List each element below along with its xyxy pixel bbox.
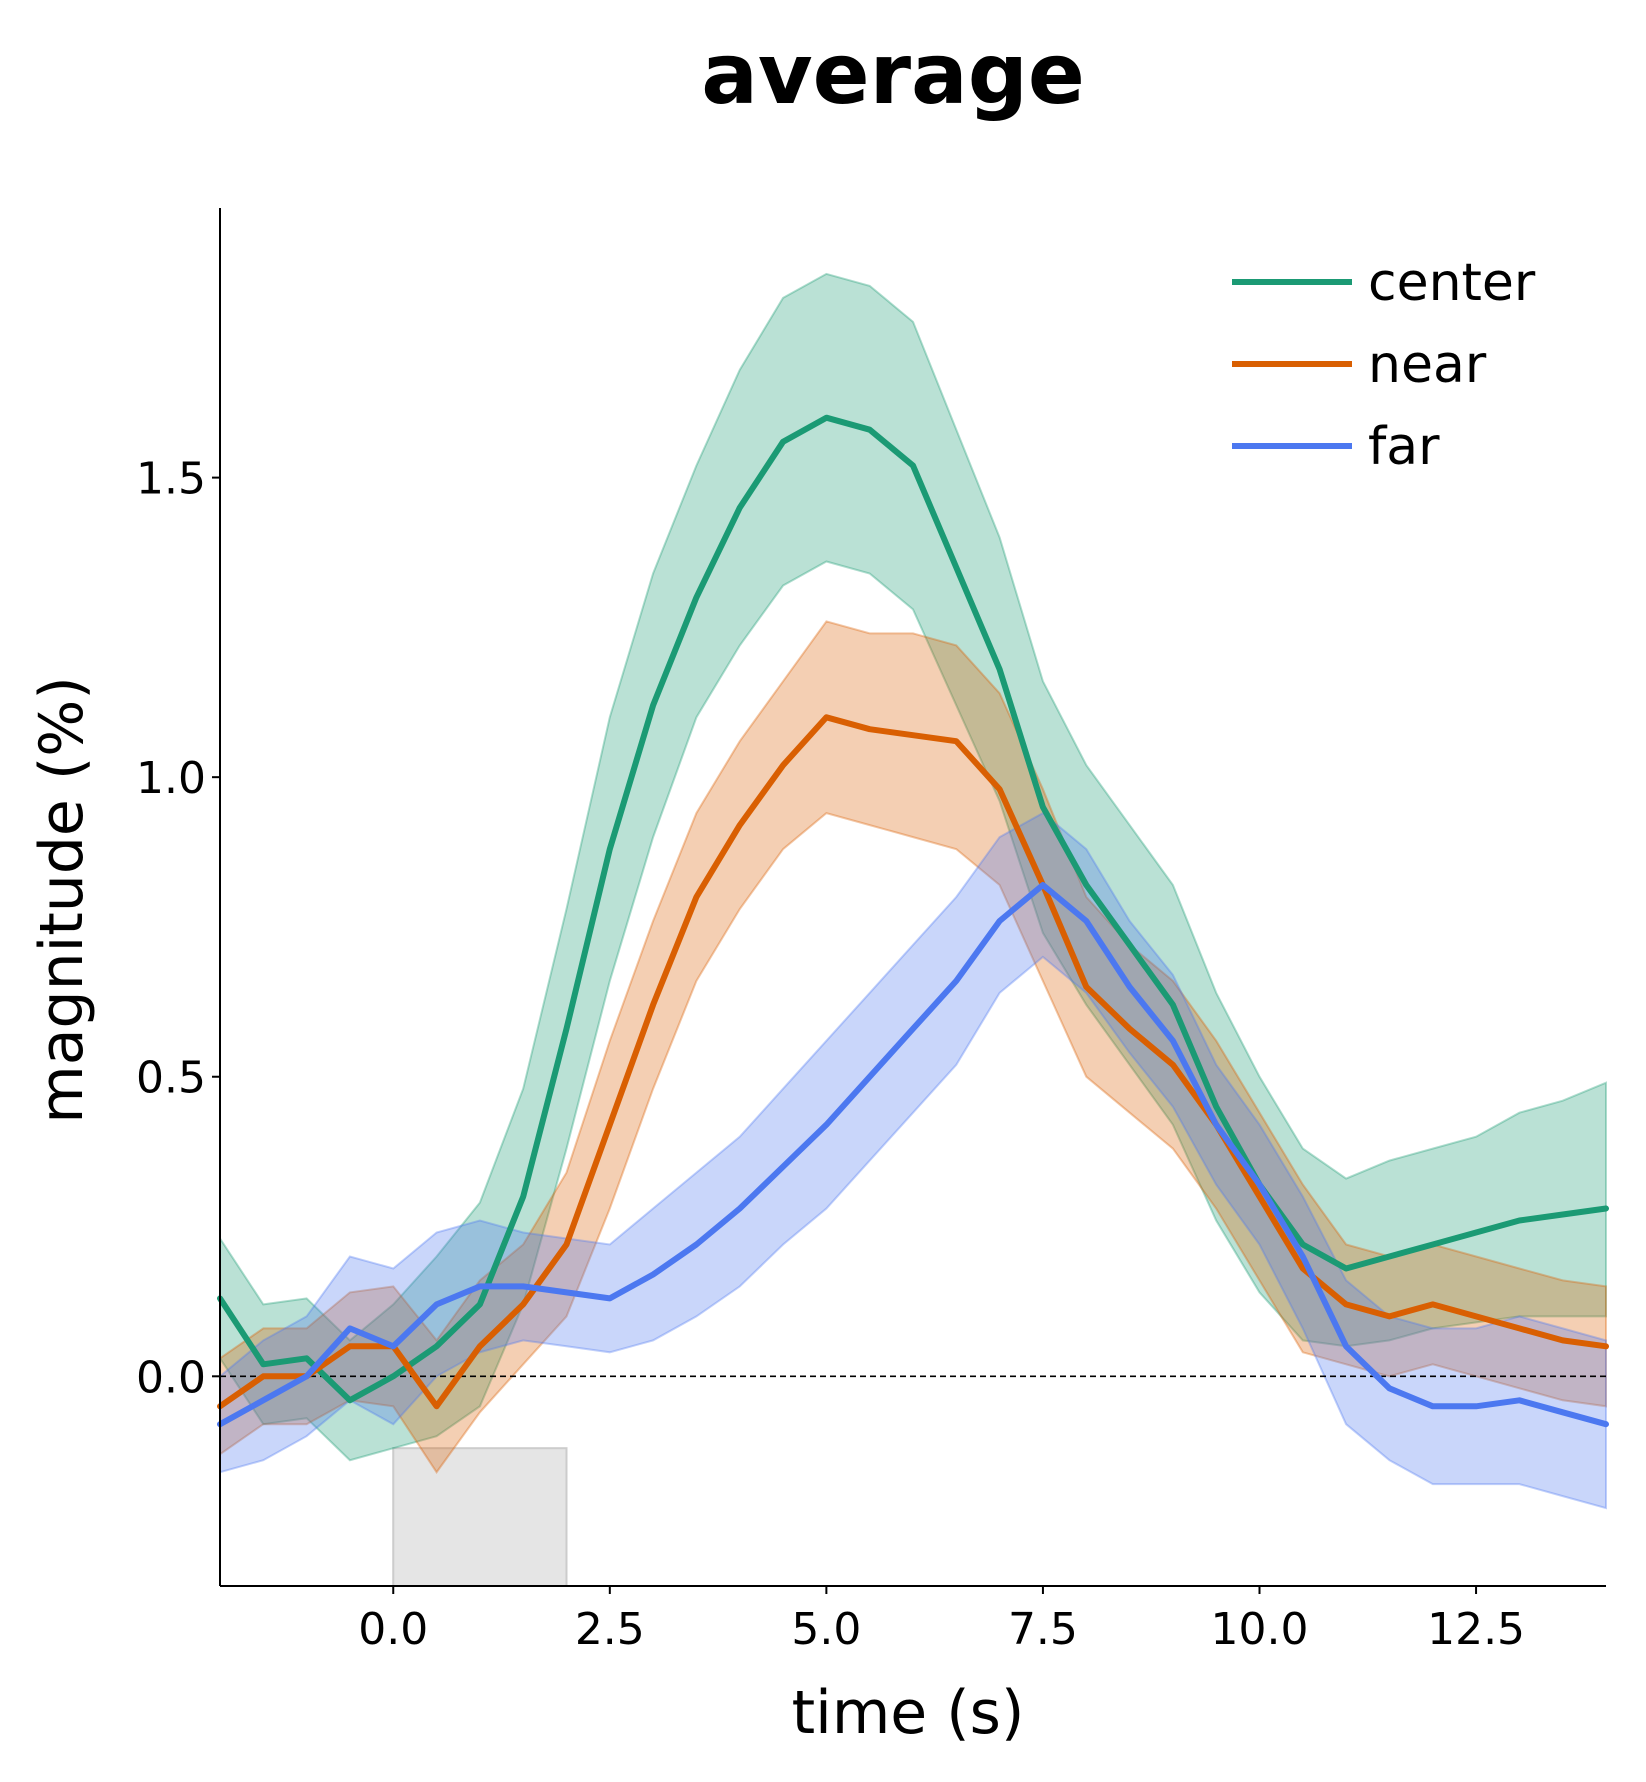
legend: center near far [1232, 253, 1536, 477]
band-near [219, 620, 1607, 1474]
stimulus-period-rect [392, 1447, 568, 1587]
line-center [217, 414, 1609, 1404]
x-tick-label: 5.0 [791, 1604, 861, 1655]
chart-title: average [701, 25, 1085, 123]
series-lines [217, 414, 1609, 1428]
y-axis-title: magnitude (%) [27, 676, 97, 1123]
confidence-bands [219, 272, 1607, 1510]
y-tick-label: 0.0 [136, 1352, 206, 1403]
y-tick-label: 1.5 [136, 454, 206, 505]
line-near [217, 714, 1609, 1410]
legend-label-center: center [1368, 253, 1536, 313]
x-tick-label: 0.0 [358, 1604, 428, 1655]
x-tick-label: 12.5 [1427, 1604, 1525, 1655]
x-axis-title: time (s) [792, 1678, 1025, 1748]
line-far [217, 882, 1609, 1428]
band-center [219, 272, 1607, 1462]
stimulus-period-layer [392, 1447, 568, 1587]
x-tick-label: 7.5 [1008, 1604, 1078, 1655]
x-tick-label: 2.5 [575, 1604, 645, 1655]
legend-label-far: far [1368, 417, 1440, 477]
y-tick-label: 0.5 [136, 1053, 206, 1104]
legend-label-near: near [1368, 335, 1487, 395]
y-tick-label: 1.0 [136, 753, 206, 804]
x-tick-label: 10.0 [1211, 1604, 1309, 1655]
band-far [219, 811, 1607, 1510]
x-ticks: 0.0 2.5 5.0 7.5 10.0 12.5 [358, 1586, 1525, 1655]
y-ticks: 0.0 0.5 1.0 1.5 [136, 454, 220, 1403]
